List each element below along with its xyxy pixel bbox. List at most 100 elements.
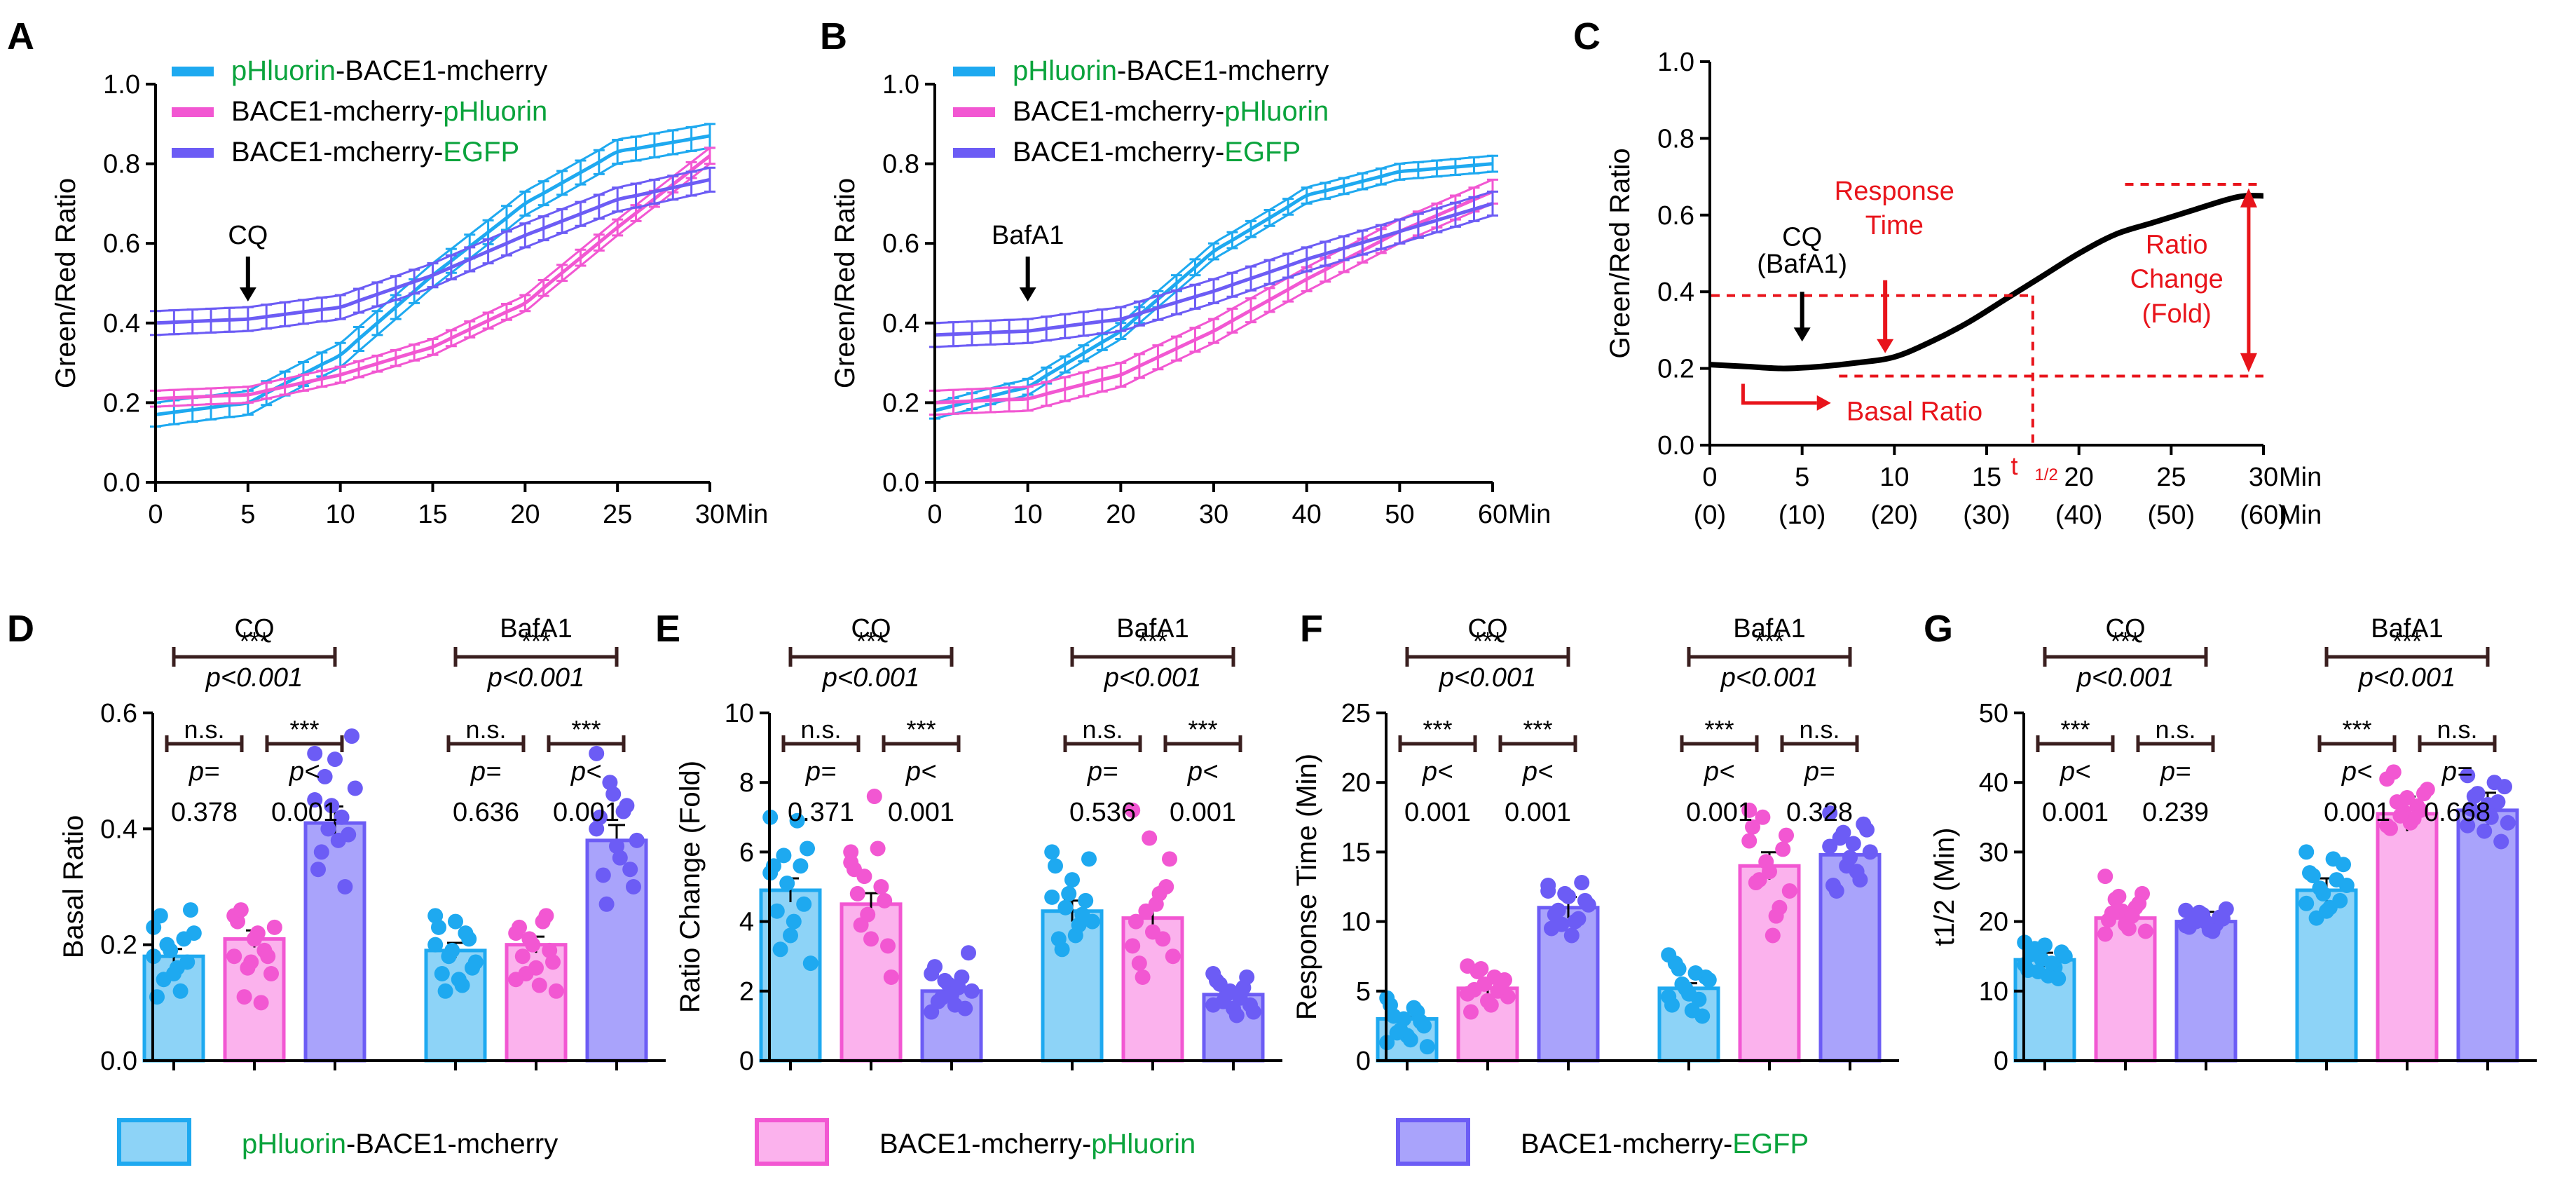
data-point-pink [1145, 924, 1160, 940]
p-value: p<0.001 [1104, 663, 1201, 693]
y-tick-label: 0.4 [882, 309, 919, 339]
x-tick-label: 20 [2064, 463, 2094, 492]
ratio-change-label: Change [2130, 265, 2224, 294]
group-label: BafA1 [1116, 614, 1189, 644]
data-point-pink [1755, 809, 1771, 825]
y-tick-label: 0 [1356, 1047, 1371, 1076]
data-point-purple [626, 879, 641, 894]
data-point-pink [528, 960, 544, 976]
data-point-blue [786, 913, 802, 930]
schematic-curve [1709, 193, 2264, 372]
data-point-pink [877, 892, 893, 909]
data-point-blue [1084, 913, 1100, 930]
thalf-label: t [2010, 451, 2017, 480]
y-tick-label: 0.0 [882, 468, 919, 498]
legend-part: BACE1-mcherry- [1521, 1129, 1732, 1159]
data-point-blue [1050, 931, 1067, 947]
basal-ratio-label: Basal Ratio [1847, 397, 1982, 426]
p-value-number: 0.001 [888, 798, 954, 827]
data-point-blue [454, 977, 470, 993]
x-tick-label: 25 [2156, 463, 2186, 492]
p-value-prefix: p< [1704, 757, 1734, 787]
data-point-purple [605, 786, 622, 802]
legend-entry-blue: pHluorin-BACE1-mcherry [231, 55, 547, 86]
data-point-blue [1057, 899, 1074, 916]
data-point-pink [1748, 875, 1764, 891]
x-tick-label: 0 [148, 500, 163, 529]
data-point-pink [2419, 782, 2435, 798]
data-point-pink [1486, 969, 1502, 985]
data-point-pink [1741, 802, 1758, 818]
y-tick-label: 0.0 [100, 1047, 137, 1076]
legend-entry-purple: BACE1-mcherry-EGFP [231, 137, 519, 168]
significance-label: *** [1423, 715, 1452, 744]
x-tick-label: 10 [1013, 500, 1043, 529]
legend-part: -BACE1-mcherry [1117, 55, 1329, 86]
p-value: p<0.001 [2076, 663, 2174, 693]
significance-label: *** [1704, 715, 1734, 744]
data-point-pink [2097, 869, 2113, 885]
data-point-blue [2030, 964, 2046, 980]
y-tick-label: 0.6 [100, 699, 137, 728]
data-point-purple [2178, 918, 2194, 934]
legend-part: BACE1-mcherry- [231, 96, 443, 127]
data-point-blue [793, 858, 809, 874]
data-point-purple [1563, 927, 1580, 944]
x-tick-label: 30 [695, 500, 725, 529]
data-point-purple [341, 826, 357, 843]
y-tick-label: 20 [1979, 908, 2008, 937]
data-point-pink [1125, 938, 1141, 954]
p-value-prefix: p< [1422, 757, 1453, 787]
data-point-pink [2118, 916, 2133, 932]
p-value-prefix: p= [1087, 757, 1118, 787]
data-point-pink [2392, 808, 2409, 824]
data-point-pink [535, 913, 551, 930]
data-point-pink [1165, 948, 1181, 965]
data-point-purple [2473, 805, 2489, 821]
legend-part: EGFP [443, 137, 519, 168]
data-point-purple [344, 728, 359, 744]
group-label: BafA1 [1733, 614, 1806, 644]
data-point-blue [183, 902, 198, 918]
data-point-pink [1125, 802, 1141, 818]
legend-entry-purple: BACE1-mcherry-EGFP [1521, 1129, 1809, 1159]
data-point-purple [937, 972, 953, 988]
y-tick-label: 0.2 [1657, 355, 1694, 384]
data-point-blue [1071, 917, 1087, 933]
data-point-blue [779, 876, 795, 892]
ratio-change-label: Ratio [2146, 231, 2208, 260]
y-axis-label: Response Time (Min) [1292, 754, 1322, 1020]
y-tick-label: 20 [1341, 768, 1371, 798]
data-point-purple [2500, 815, 2516, 831]
data-point-blue [783, 927, 798, 944]
data-point-pink [1128, 913, 1144, 930]
data-point-purple [1580, 897, 1596, 913]
data-point-pink [233, 902, 249, 918]
data-point-purple [924, 1004, 940, 1020]
data-point-purple [327, 751, 343, 768]
x-tick-label: 50 [1385, 500, 1414, 529]
data-point-blue [1674, 976, 1690, 992]
y-tick-label: 0.4 [100, 815, 137, 844]
p-value-number: 0.328 [1786, 798, 1853, 827]
p-value-number: 0.001 [1686, 798, 1753, 827]
significance-label: n.s. [1799, 715, 1839, 744]
p-value-prefix: p< [289, 757, 320, 787]
bar-purple [303, 821, 366, 1063]
data-point-purple [1842, 850, 1858, 866]
significance-label: *** [1188, 715, 1217, 744]
data-point-purple [313, 844, 329, 860]
data-point-purple [2212, 909, 2228, 925]
x-tick-label-bafa1: (50) [2148, 501, 2195, 530]
y-tick-label: 0.6 [882, 229, 919, 259]
data-point-purple [1835, 824, 1851, 841]
data-point-blue [1044, 844, 1060, 860]
significance-label: n.s. [2155, 715, 2195, 744]
data-point-purple [310, 862, 326, 878]
data-point-blue [427, 908, 444, 924]
x-tick-label: 15 [418, 500, 447, 529]
data-point-blue [796, 896, 812, 912]
y-tick-label: 30 [1979, 838, 2008, 867]
y-axis-label: Green/Red Ratio [830, 178, 861, 388]
